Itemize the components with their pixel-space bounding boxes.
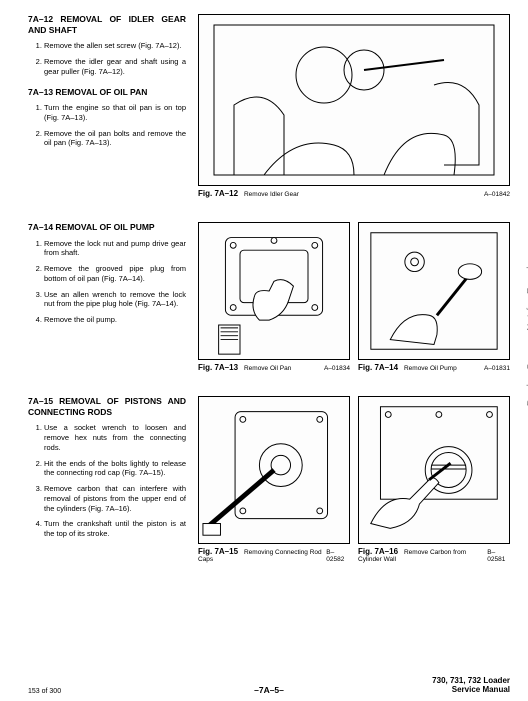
text-column-1: 7A–12 REMOVAL OF IDLER GEAR AND SHAFT Re… bbox=[28, 14, 186, 198]
figure-column-3: Fig. 7A–15 Removing Connecting Rod Caps … bbox=[198, 396, 510, 563]
row-2: 7A–14 REMOVAL OF OIL PUMP Remove the loc… bbox=[28, 222, 510, 372]
row-1: 7A–12 REMOVAL OF IDLER GEAR AND SHAFT Re… bbox=[28, 14, 510, 198]
figure-7a16-wrap: Fig. 7A–16 Remove Carbon from Cylinder W… bbox=[358, 396, 510, 563]
figure-column-1: Fig. 7A–12 Remove Idler Gear A–01842 bbox=[198, 14, 510, 198]
figure-7a13-wrap: Fig. 7A–13 Remove Oil Pan A–01834 bbox=[198, 222, 350, 372]
fig-code: B–02582 bbox=[326, 549, 350, 563]
figure-7a13-image bbox=[198, 222, 350, 360]
text-column-2: 7A–14 REMOVAL OF OIL PUMP Remove the loc… bbox=[28, 222, 186, 372]
figure-7a16-caption: Fig. 7A–16 Remove Carbon from Cylinder W… bbox=[358, 547, 510, 563]
fig-code: A–01831 bbox=[484, 365, 510, 372]
steps-7a12: Remove the allen set screw (Fig. 7A–12).… bbox=[28, 41, 186, 76]
step: Use a socket wrench to loosen and remove… bbox=[44, 423, 186, 452]
figure-7a16-image bbox=[358, 396, 510, 544]
figure-7a15-wrap: Fig. 7A–15 Removing Connecting Rod Caps … bbox=[198, 396, 350, 563]
step: Turn the crankshaft until the piston is … bbox=[44, 519, 186, 539]
footer-right-line1: 730, 731, 732 Loader bbox=[432, 676, 510, 685]
figure-7a15-image bbox=[198, 396, 350, 544]
figure-column-2: Fig. 7A–13 Remove Oil Pan A–01834 Fig. 7… bbox=[198, 222, 510, 372]
figure-7a12-image bbox=[198, 14, 510, 186]
fig-label: Fig. 7A–14 bbox=[358, 363, 398, 372]
step: Remove the oil pump. bbox=[44, 315, 186, 325]
step: Remove the lock nut and pump drive gear … bbox=[44, 239, 186, 259]
step: Remove the allen set screw (Fig. 7A–12). bbox=[44, 41, 186, 51]
fig-code: B–02581 bbox=[487, 549, 510, 563]
fig-label: Fig. 7A–13 bbox=[198, 363, 238, 372]
fig-code: A–01842 bbox=[484, 191, 510, 198]
figure-7a12-wrap: Fig. 7A–12 Remove Idler Gear A–01842 bbox=[198, 14, 510, 198]
footer-right-line2: Service Manual bbox=[452, 685, 510, 694]
step: Use an allen wrench to remove the lock n… bbox=[44, 290, 186, 310]
figure-7a14-image bbox=[358, 222, 510, 360]
heading-7a13: 7A–13 REMOVAL OF OIL PAN bbox=[28, 87, 186, 98]
fig-label: Fig. 7A–12 bbox=[198, 189, 238, 198]
footer-center: –7A–5– bbox=[254, 685, 284, 695]
figure-7a14-wrap: Fig. 7A–14 Remove Oil Pump A–01831 bbox=[358, 222, 510, 372]
step: Remove carbon that can interfere with re… bbox=[44, 484, 186, 513]
figure-7a13-svg bbox=[199, 223, 349, 359]
step: Remove the oil pan bolts and remove the … bbox=[44, 129, 186, 149]
page-footer: 153 of 300 –7A–5– 730, 731, 732 Loader S… bbox=[28, 676, 510, 695]
figure-7a12-caption: Fig. 7A–12 Remove Idler Gear A–01842 bbox=[198, 189, 510, 198]
steps-7a13: Turn the engine so that oil pan is on to… bbox=[28, 103, 186, 148]
figure-7a12-svg bbox=[199, 15, 509, 185]
fig-desc: Remove Idler Gear bbox=[244, 191, 299, 198]
footer-right: 730, 731, 732 Loader Service Manual bbox=[432, 676, 510, 695]
fig-desc: Remove Oil Pump bbox=[404, 365, 457, 372]
fig-code: A–01834 bbox=[324, 365, 350, 372]
heading-7a12: 7A–12 REMOVAL OF IDLER GEAR AND SHAFT bbox=[28, 14, 186, 35]
heading-7a15: 7A–15 REMOVAL OF PISTONS AND CONNECTING … bbox=[28, 396, 186, 417]
heading-7a14: 7A–14 REMOVAL OF OIL PUMP bbox=[28, 222, 186, 233]
fig-label: Fig. 7A–15 bbox=[198, 547, 238, 556]
fig-desc: Remove Oil Pan bbox=[244, 365, 291, 372]
figure-7a15-caption: Fig. 7A–15 Removing Connecting Rod Caps … bbox=[198, 547, 350, 563]
figure-7a13-caption: Fig. 7A–13 Remove Oil Pan A–01834 bbox=[198, 363, 350, 372]
step: Turn the engine so that oil pan is on to… bbox=[44, 103, 186, 123]
figure-7a14-caption: Fig. 7A–14 Remove Oil Pump A–01831 bbox=[358, 363, 510, 372]
text-column-3: 7A–15 REMOVAL OF PISTONS AND CONNECTING … bbox=[28, 396, 186, 563]
figure-7a14-svg bbox=[359, 223, 509, 359]
figure-7a16-svg bbox=[359, 397, 509, 543]
step: Remove the grooved pipe plug from bottom… bbox=[44, 264, 186, 284]
fig-label: Fig. 7A–16 bbox=[358, 547, 398, 556]
steps-7a15: Use a socket wrench to loosen and remove… bbox=[28, 423, 186, 539]
footer-left: 153 of 300 bbox=[28, 688, 61, 695]
row-3: 7A–15 REMOVAL OF PISTONS AND CONNECTING … bbox=[28, 396, 510, 563]
step: Hit the ends of the bolts lightly to rel… bbox=[44, 459, 186, 479]
steps-7a14: Remove the lock nut and pump drive gear … bbox=[28, 239, 186, 325]
figure-7a15-svg bbox=[199, 397, 349, 543]
step: Remove the idler gear and shaft using a … bbox=[44, 57, 186, 77]
